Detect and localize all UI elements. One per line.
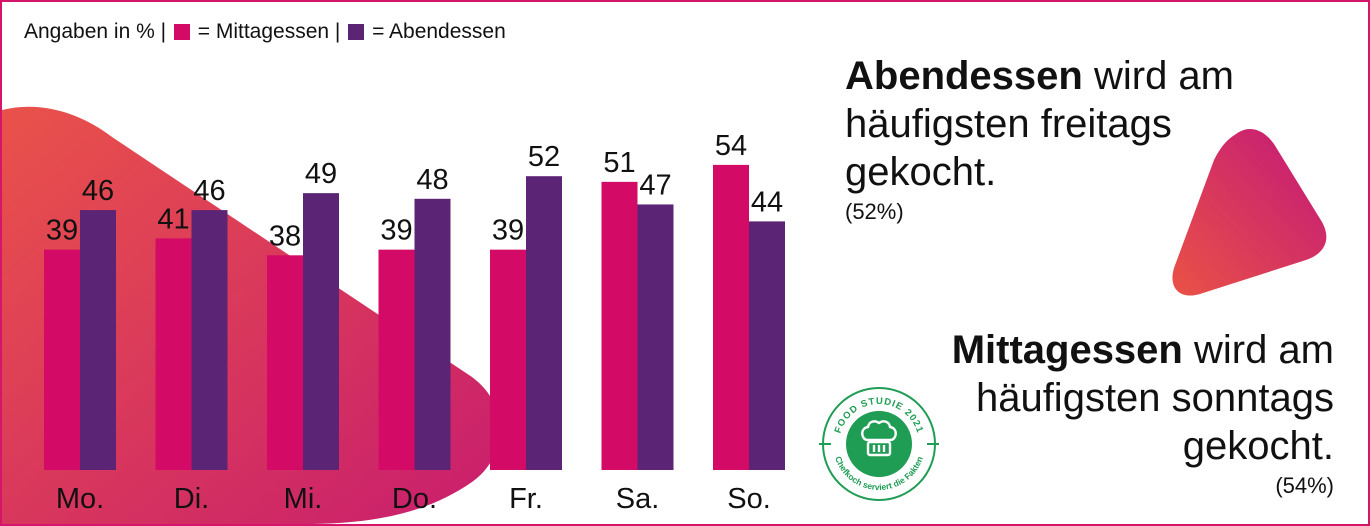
bar-abendessen-mo xyxy=(80,210,116,470)
data-label-mittagessen-so: 54 xyxy=(715,130,747,162)
data-label-mittagessen-mo: 39 xyxy=(46,215,78,247)
data-label-mittagessen-fr: 39 xyxy=(492,215,524,247)
bar-chart: 3946Mo.4146Di.3849Mi.3948Do.3952Fr.5147S… xyxy=(44,130,785,515)
data-label-abendessen-mi: 49 xyxy=(305,158,337,190)
category-label-mi: Mi. xyxy=(284,483,323,515)
bar-mittagessen-do xyxy=(378,249,415,470)
legend-label-abendessen: = Abendessen xyxy=(372,20,506,43)
category-label-so: So. xyxy=(727,483,771,515)
food-studie-badge: FOOD STUDIE 2021 Chefkoch serviert die F… xyxy=(819,387,939,501)
bar-mittagessen-di xyxy=(155,238,192,470)
data-label-abendessen-so: 44 xyxy=(751,186,783,218)
decorative-triangle-right xyxy=(1172,129,1327,296)
callout-mittagessen-percent: (54%) xyxy=(1275,473,1334,498)
bar-abendessen-mi xyxy=(303,193,339,470)
bar-mittagessen-fr xyxy=(490,249,526,470)
bar-mittagessen-sa xyxy=(601,181,638,470)
chef-hat-icon xyxy=(861,420,897,457)
callout-abendessen-text: wird am häufigsten freitags gekocht. xyxy=(845,54,1234,194)
data-label-abendessen-sa: 47 xyxy=(639,169,671,201)
category-label-fr: Fr. xyxy=(509,483,543,515)
data-label-mittagessen-di: 41 xyxy=(157,203,189,235)
decorative-triangle-left xyxy=(2,106,501,524)
legend-swatch-abendessen xyxy=(348,24,365,40)
bar-abendessen-so xyxy=(749,221,785,470)
legend-label-mittagessen: = Mittagessen | xyxy=(197,20,341,43)
callout-mittagessen-bold: Mittagessen xyxy=(951,328,1183,372)
data-label-mittagessen-mi: 38 xyxy=(269,220,301,252)
bar-mittagessen-mi xyxy=(267,255,303,470)
data-label-abendessen-mo: 46 xyxy=(82,175,114,207)
callout-mittagessen: Mittagessen wird am häufigsten sonntags … xyxy=(854,326,1334,500)
category-label-do: Do. xyxy=(392,483,437,515)
chart-legend: Angaben in % | = Mittagessen | = Abendes… xyxy=(24,20,506,44)
bar-mittagessen-mo xyxy=(44,249,80,470)
callout-abendessen: Abendessen wird am häufigsten freitags g… xyxy=(845,52,1285,226)
bar-abendessen-sa xyxy=(637,204,674,470)
data-label-mittagessen-do: 39 xyxy=(380,215,412,247)
bar-abendessen-fr xyxy=(526,176,562,470)
callout-abendessen-percent: (52%) xyxy=(845,199,904,224)
data-label-abendessen-di: 46 xyxy=(193,175,225,207)
legend-prefix: Angaben in % | xyxy=(24,20,167,43)
callout-abendessen-bold: Abendessen xyxy=(845,54,1083,98)
data-label-abendessen-do: 48 xyxy=(416,164,448,196)
legend-swatch-mittagessen xyxy=(173,24,190,40)
category-label-sa: Sa. xyxy=(616,483,660,515)
callout-mittagessen-text: wird am häufigsten sonntags gekocht. xyxy=(975,328,1334,468)
data-label-mittagessen-sa: 51 xyxy=(603,147,635,179)
category-label-mo: Mo. xyxy=(56,483,104,515)
data-label-abendessen-fr: 52 xyxy=(528,141,560,173)
category-label-di: Di. xyxy=(174,483,209,515)
bar-abendessen-di xyxy=(191,210,228,470)
bar-abendessen-do xyxy=(414,198,451,471)
bar-mittagessen-so xyxy=(713,164,749,470)
